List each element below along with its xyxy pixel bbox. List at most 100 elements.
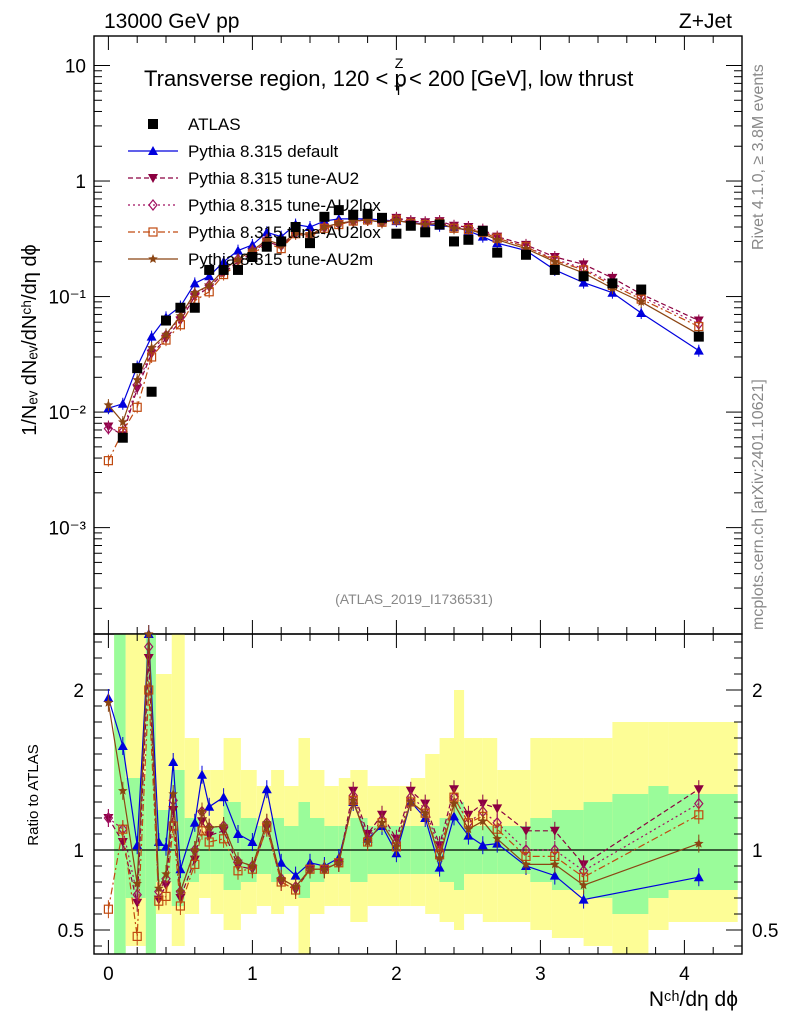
data-point: [154, 883, 164, 893]
data-point: [132, 878, 142, 888]
data-point: [348, 216, 358, 226]
analysis-tag: (ATLAS_2019_I1736531): [335, 591, 493, 607]
data-point: [550, 859, 560, 869]
data-point: [233, 856, 243, 866]
ratio-uncertainty-bands: [94, 634, 742, 954]
x-tick-label: 3: [535, 964, 546, 985]
data-point: [362, 837, 373, 846]
data-point: [694, 810, 704, 820]
data-point: [103, 697, 114, 707]
data-point: [189, 817, 200, 827]
data-point: [118, 417, 128, 427]
data-point: [103, 812, 114, 824]
x-tick-label: 0: [103, 964, 114, 985]
data-point: [477, 840, 488, 850]
data-point: [168, 806, 179, 815]
data-point: [391, 228, 402, 239]
band-green: [145, 634, 156, 954]
data-point: [144, 685, 154, 695]
data-point: [261, 784, 272, 794]
data-point: [463, 234, 474, 245]
data-point: [694, 838, 704, 848]
data-point: [197, 817, 207, 827]
data-point: [148, 254, 158, 263]
data-point: [334, 857, 344, 867]
data-point: [521, 826, 531, 836]
band-green: [199, 834, 211, 874]
plot-title-sub: T: [394, 82, 403, 98]
data-point: [233, 264, 243, 275]
data-point: [319, 222, 330, 231]
data-point: [290, 870, 301, 880]
data-point: [148, 146, 158, 155]
data-point: [117, 741, 128, 750]
data-point: [218, 264, 229, 275]
data-point: [276, 236, 287, 247]
data-point: [204, 280, 214, 290]
axes: 0 1 2 3 4 10⁻³ 10⁻² 10⁻¹ 1 10 0.5 0.5 1 1 2 2: [49, 36, 778, 985]
data-point: [262, 817, 272, 827]
data-point: [362, 215, 373, 224]
data-point: [168, 757, 179, 766]
rivet-label: Rivet 4.1.0, ≥ 3.8M events: [750, 64, 767, 250]
band-green: [114, 634, 126, 954]
legend-label: Pythia 8.315 tune-AU2lox: [188, 223, 381, 242]
data-point: [478, 816, 488, 826]
data-point: [636, 308, 647, 318]
data-point: [334, 218, 344, 228]
data-point: [549, 826, 560, 836]
data-point: [161, 891, 171, 902]
data-point: [420, 219, 430, 229]
data-point: [449, 798, 459, 808]
data-point: [377, 212, 387, 223]
data-point: [175, 901, 185, 911]
x-axis-label: Nᶜʰ/dη dϕ: [649, 988, 738, 1011]
x-tick-label: 1: [247, 964, 258, 985]
plot-title: Transverse region, 120 < pZ T < 200 [GeV]…: [144, 55, 633, 98]
data-point: [391, 215, 402, 224]
data-point: [204, 271, 215, 281]
data-point: [550, 256, 560, 266]
data-point: [578, 894, 589, 904]
legend: ATLAS Pythia 8.315 default Pythia 8.315 tu…: [128, 115, 381, 269]
legend-label: ATLAS: [188, 115, 241, 134]
data-point: [319, 211, 330, 222]
data-point: [247, 239, 258, 249]
data-point: [247, 251, 258, 262]
data-point: [449, 811, 459, 821]
data-point: [146, 331, 157, 341]
data-point: [132, 374, 142, 384]
legend-label: Pythia 8.315 tune-AU2: [188, 169, 359, 188]
data-point: [549, 870, 560, 880]
legend-label: Pythia 8.315 default: [188, 142, 339, 161]
data-point: [132, 931, 142, 942]
data-point: [146, 342, 157, 352]
data-point: [204, 837, 214, 847]
x-tick-label: 4: [679, 964, 690, 985]
y-axis-label-ratio: Ratio to ATLAS: [25, 744, 42, 845]
y-main-tick-label: 10⁻¹: [49, 288, 87, 309]
data-point: [168, 789, 178, 798]
data-point: [148, 199, 158, 211]
data-point: [463, 224, 474, 234]
data-point: [190, 859, 200, 870]
y-axis-label-main: 1/Nₑᵥ dNₑᵥ/dNᶜʰ/dη dϕ: [19, 244, 41, 436]
data-point: [218, 821, 229, 830]
data-point: [636, 284, 647, 295]
x-tick-label: 2: [391, 964, 402, 985]
data-point: [103, 400, 114, 410]
data-point: [117, 398, 128, 408]
data-point: [377, 817, 387, 827]
series-line-au2m: [107, 219, 700, 424]
data-point: [189, 278, 200, 288]
data-point: [117, 432, 128, 443]
data-point: [161, 869, 171, 878]
ratio-line-au2: [107, 657, 700, 903]
band-green: [454, 802, 465, 890]
data-point: [492, 804, 503, 814]
data-point: [132, 402, 142, 412]
data-point: [521, 243, 531, 253]
data-point: [143, 640, 154, 653]
data-point: [148, 227, 158, 237]
ratio-series: [103, 625, 704, 946]
